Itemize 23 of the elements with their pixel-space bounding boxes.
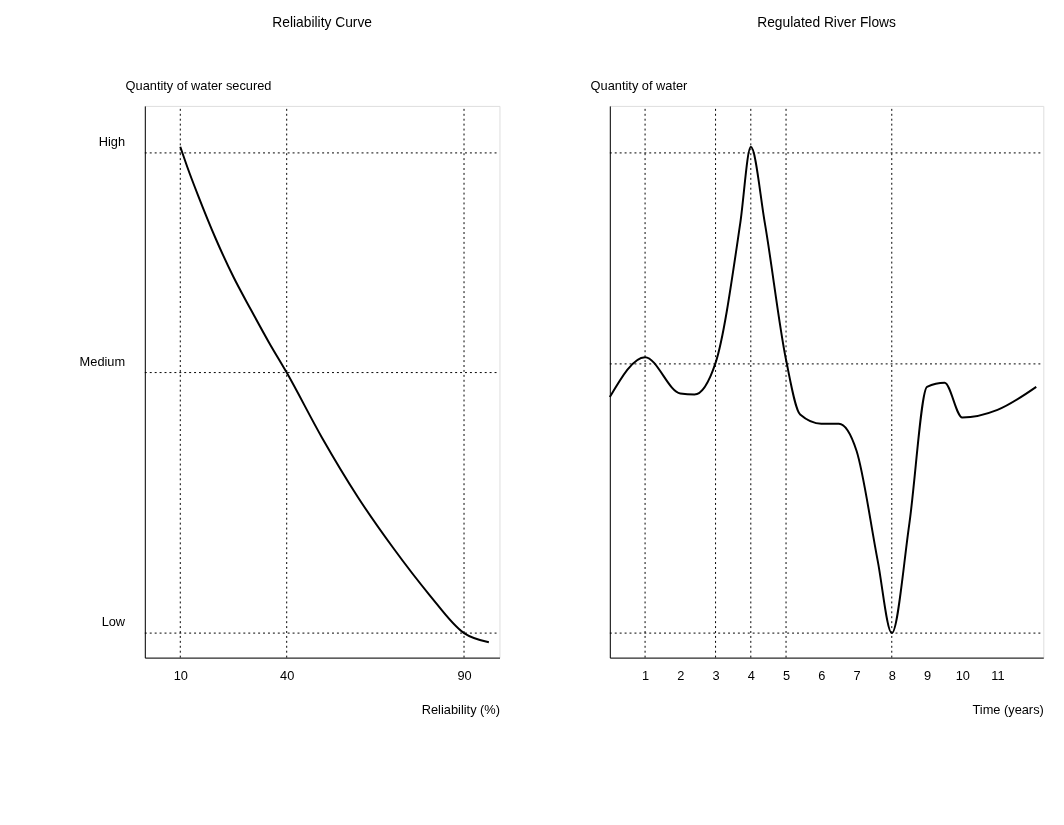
x-axis-title: Reliability (%) — [421, 702, 500, 718]
x-tick-label: 90 — [457, 667, 472, 683]
chart-title: Reliability Curve — [272, 15, 373, 31]
x-tick-label: 11 — [991, 667, 1005, 683]
x-tick-label: 7 — [853, 667, 861, 683]
x-tick-label: 10 — [955, 667, 970, 683]
x-tick-label: 40 — [280, 667, 295, 683]
x-tick-label: 2 — [677, 667, 685, 683]
x-tick-label: 10 — [173, 667, 188, 683]
x-tick-label: 1 — [642, 667, 650, 683]
x-tick-label: 3 — [712, 667, 720, 683]
ref-line-label: Low — [101, 614, 126, 630]
x-tick-label: 5 — [782, 667, 791, 683]
chart-title: Regulated River Flows — [757, 15, 896, 31]
y-axis-title: Quantity of water — [590, 77, 689, 93]
ref-line-label: Medium — [79, 353, 126, 369]
ref-line-label: High — [98, 134, 126, 150]
x-tick-label: 4 — [747, 667, 755, 683]
x-tick-label: 9 — [923, 667, 932, 683]
y-axis-title: Quantity of water secured — [125, 77, 272, 93]
x-tick-label: 8 — [888, 667, 896, 683]
x-axis-title: Time (years) — [972, 702, 1044, 718]
x-tick-label: 6 — [818, 667, 826, 683]
